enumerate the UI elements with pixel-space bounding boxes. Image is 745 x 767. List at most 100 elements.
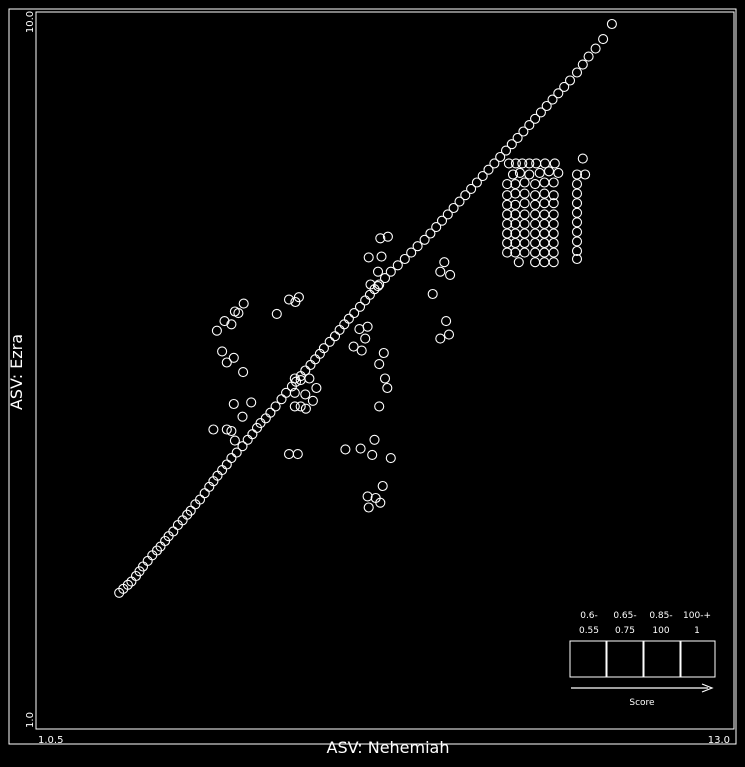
data-point (354, 301, 366, 312)
data-point (448, 202, 459, 214)
data-point (547, 94, 558, 105)
data-point (517, 158, 528, 169)
data-point (530, 209, 541, 220)
data-point (549, 158, 560, 169)
x-tick-min: 1.0.5 (38, 735, 63, 746)
data-point (360, 333, 371, 344)
data-point (571, 226, 583, 237)
data-point (539, 209, 550, 220)
data-point (510, 199, 521, 210)
data-point (363, 252, 374, 263)
data-point (265, 407, 276, 418)
legend-scale-arrow-head (701, 683, 714, 693)
data-point (343, 313, 354, 324)
data-point (311, 382, 322, 394)
data-point (270, 401, 281, 412)
data-point (372, 266, 384, 277)
data-point (226, 319, 237, 330)
data-point (571, 236, 583, 247)
data-point (226, 453, 237, 464)
data-point (372, 281, 384, 292)
data-point (122, 579, 133, 590)
data-point (506, 139, 517, 150)
data-point (382, 382, 393, 394)
data-point (548, 237, 559, 249)
data-point (583, 51, 594, 62)
data-point (307, 395, 318, 406)
data-point (365, 279, 376, 290)
data-point (295, 401, 306, 412)
data-point (530, 199, 541, 210)
legend: 0.6- 0.55 0.65- 0.75 0.85- 100 100-+ 1 S… (569, 611, 716, 708)
data-point (379, 273, 391, 284)
data-point (548, 228, 559, 239)
data-point (534, 167, 545, 178)
data-point (519, 247, 530, 258)
legend-scale-title: Score (629, 698, 655, 708)
data-point (535, 107, 546, 118)
data-point (471, 177, 482, 188)
data-point (231, 447, 242, 458)
data-point (399, 253, 410, 265)
data-point (324, 336, 335, 347)
data-point (519, 209, 530, 220)
data-point (519, 177, 530, 188)
data-point (238, 367, 249, 378)
legend-bin-3-range: 0.85- (649, 611, 672, 621)
data-point (238, 298, 249, 309)
data-point (362, 321, 373, 332)
legend-swatch-2 (606, 640, 644, 678)
data-point (435, 333, 446, 344)
data-point (442, 209, 453, 220)
data-point (524, 120, 535, 131)
data-point (590, 43, 601, 54)
data-point (503, 158, 514, 169)
data-point (539, 198, 550, 209)
data-point (518, 126, 529, 137)
data-point (247, 429, 258, 440)
data-points (114, 18, 617, 598)
data-point (374, 401, 385, 412)
data-point (292, 449, 303, 460)
data-point (219, 316, 230, 327)
data-point (539, 218, 550, 229)
data-point (519, 228, 530, 239)
data-point (367, 449, 378, 460)
data-point (221, 459, 232, 470)
data-point (539, 228, 550, 239)
data-point (530, 237, 541, 249)
data-point (375, 497, 386, 508)
data-point (276, 394, 287, 405)
data-point (300, 403, 311, 414)
data-point (385, 266, 396, 277)
data-point (580, 169, 591, 180)
data-point (354, 324, 365, 335)
data-point (548, 198, 559, 209)
data-point (513, 257, 524, 268)
data-point (500, 145, 512, 156)
data-point (436, 215, 448, 226)
data-point (539, 158, 551, 169)
data-point (571, 207, 583, 218)
data-point (460, 190, 471, 201)
data-point (548, 257, 559, 268)
data-point (412, 241, 423, 252)
data-point (519, 218, 530, 229)
data-point (530, 247, 541, 258)
data-point (530, 218, 541, 229)
data-point (543, 166, 555, 177)
data-point (300, 365, 311, 376)
data-point (142, 555, 153, 566)
legend-bin-1-range: 0.6- (580, 611, 598, 621)
data-point (539, 237, 550, 249)
data-point (360, 295, 371, 306)
data-point (539, 188, 550, 199)
data-point (228, 352, 239, 363)
data-point (524, 158, 535, 169)
data-point (548, 177, 559, 188)
data-point (362, 491, 373, 502)
data-point (510, 188, 521, 199)
data-point (211, 325, 222, 336)
data-point (155, 541, 166, 552)
